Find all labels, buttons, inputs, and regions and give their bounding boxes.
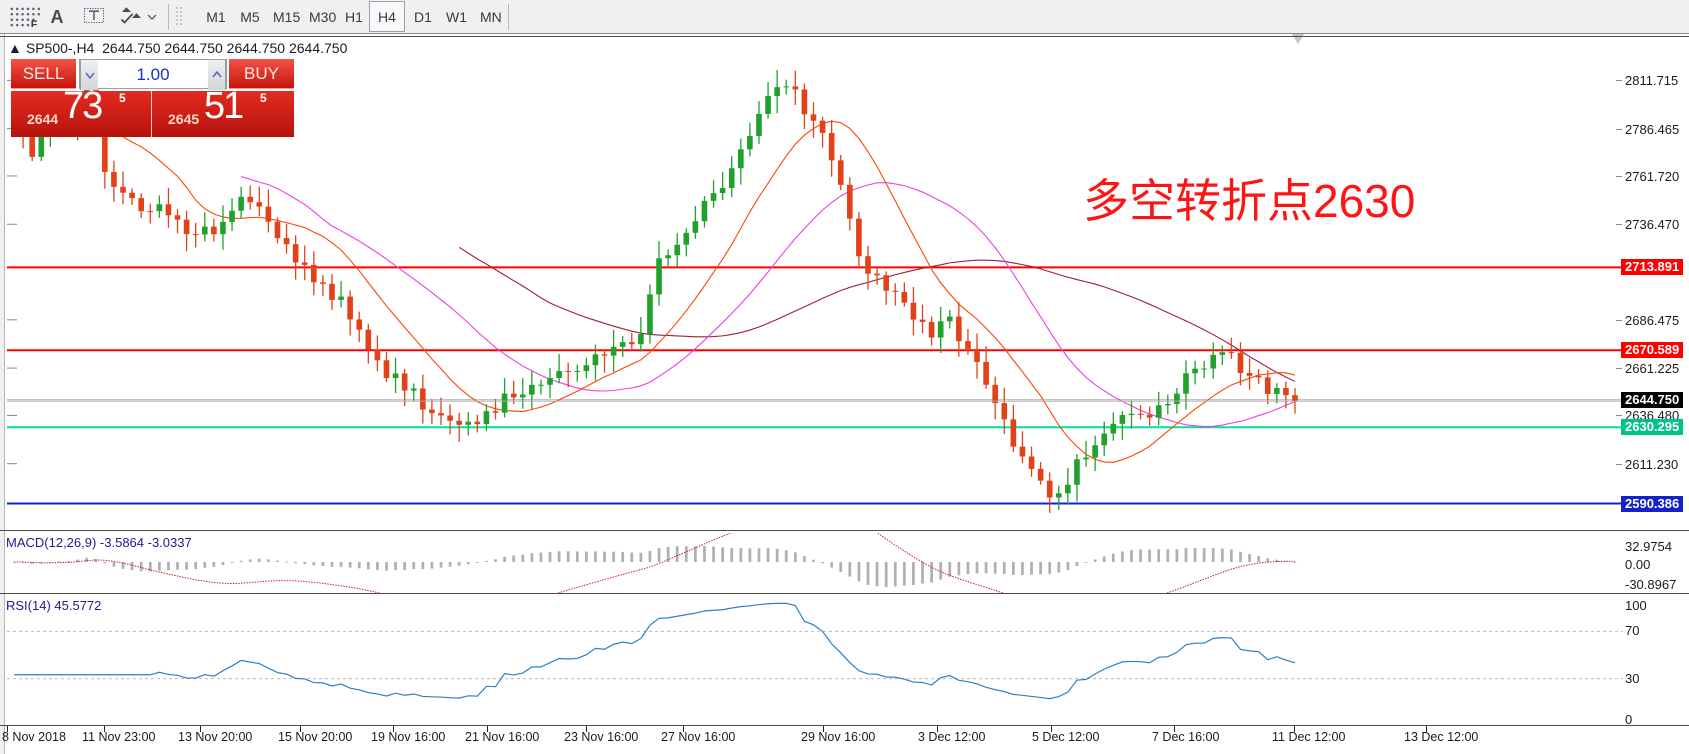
svg-text:F: F (31, 19, 38, 27)
